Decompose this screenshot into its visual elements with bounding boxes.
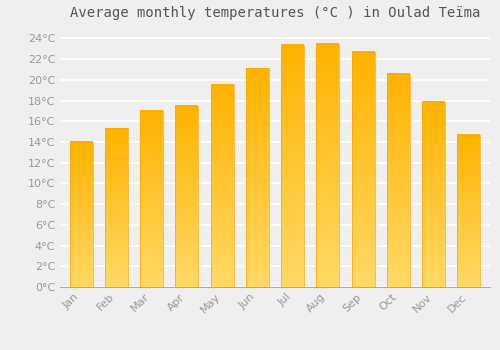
- Bar: [246, 68, 269, 287]
- Bar: [105, 128, 128, 287]
- Bar: [458, 135, 480, 287]
- Bar: [281, 44, 304, 287]
- Bar: [422, 102, 445, 287]
- Bar: [352, 52, 374, 287]
- Bar: [176, 106, 199, 287]
- Bar: [70, 142, 92, 287]
- Bar: [210, 85, 234, 287]
- Bar: [140, 111, 163, 287]
- Bar: [316, 43, 340, 287]
- Bar: [352, 52, 374, 287]
- Bar: [70, 142, 92, 287]
- Bar: [140, 111, 163, 287]
- Bar: [210, 85, 234, 287]
- Bar: [316, 43, 340, 287]
- Bar: [422, 102, 445, 287]
- Bar: [458, 135, 480, 287]
- Title: Average monthly temperatures (°C ) in Oulad Teïma: Average monthly temperatures (°C ) in Ou…: [70, 6, 480, 20]
- Bar: [105, 128, 128, 287]
- Bar: [281, 44, 304, 287]
- Bar: [387, 74, 410, 287]
- Bar: [246, 68, 269, 287]
- Bar: [387, 74, 410, 287]
- Bar: [176, 106, 199, 287]
